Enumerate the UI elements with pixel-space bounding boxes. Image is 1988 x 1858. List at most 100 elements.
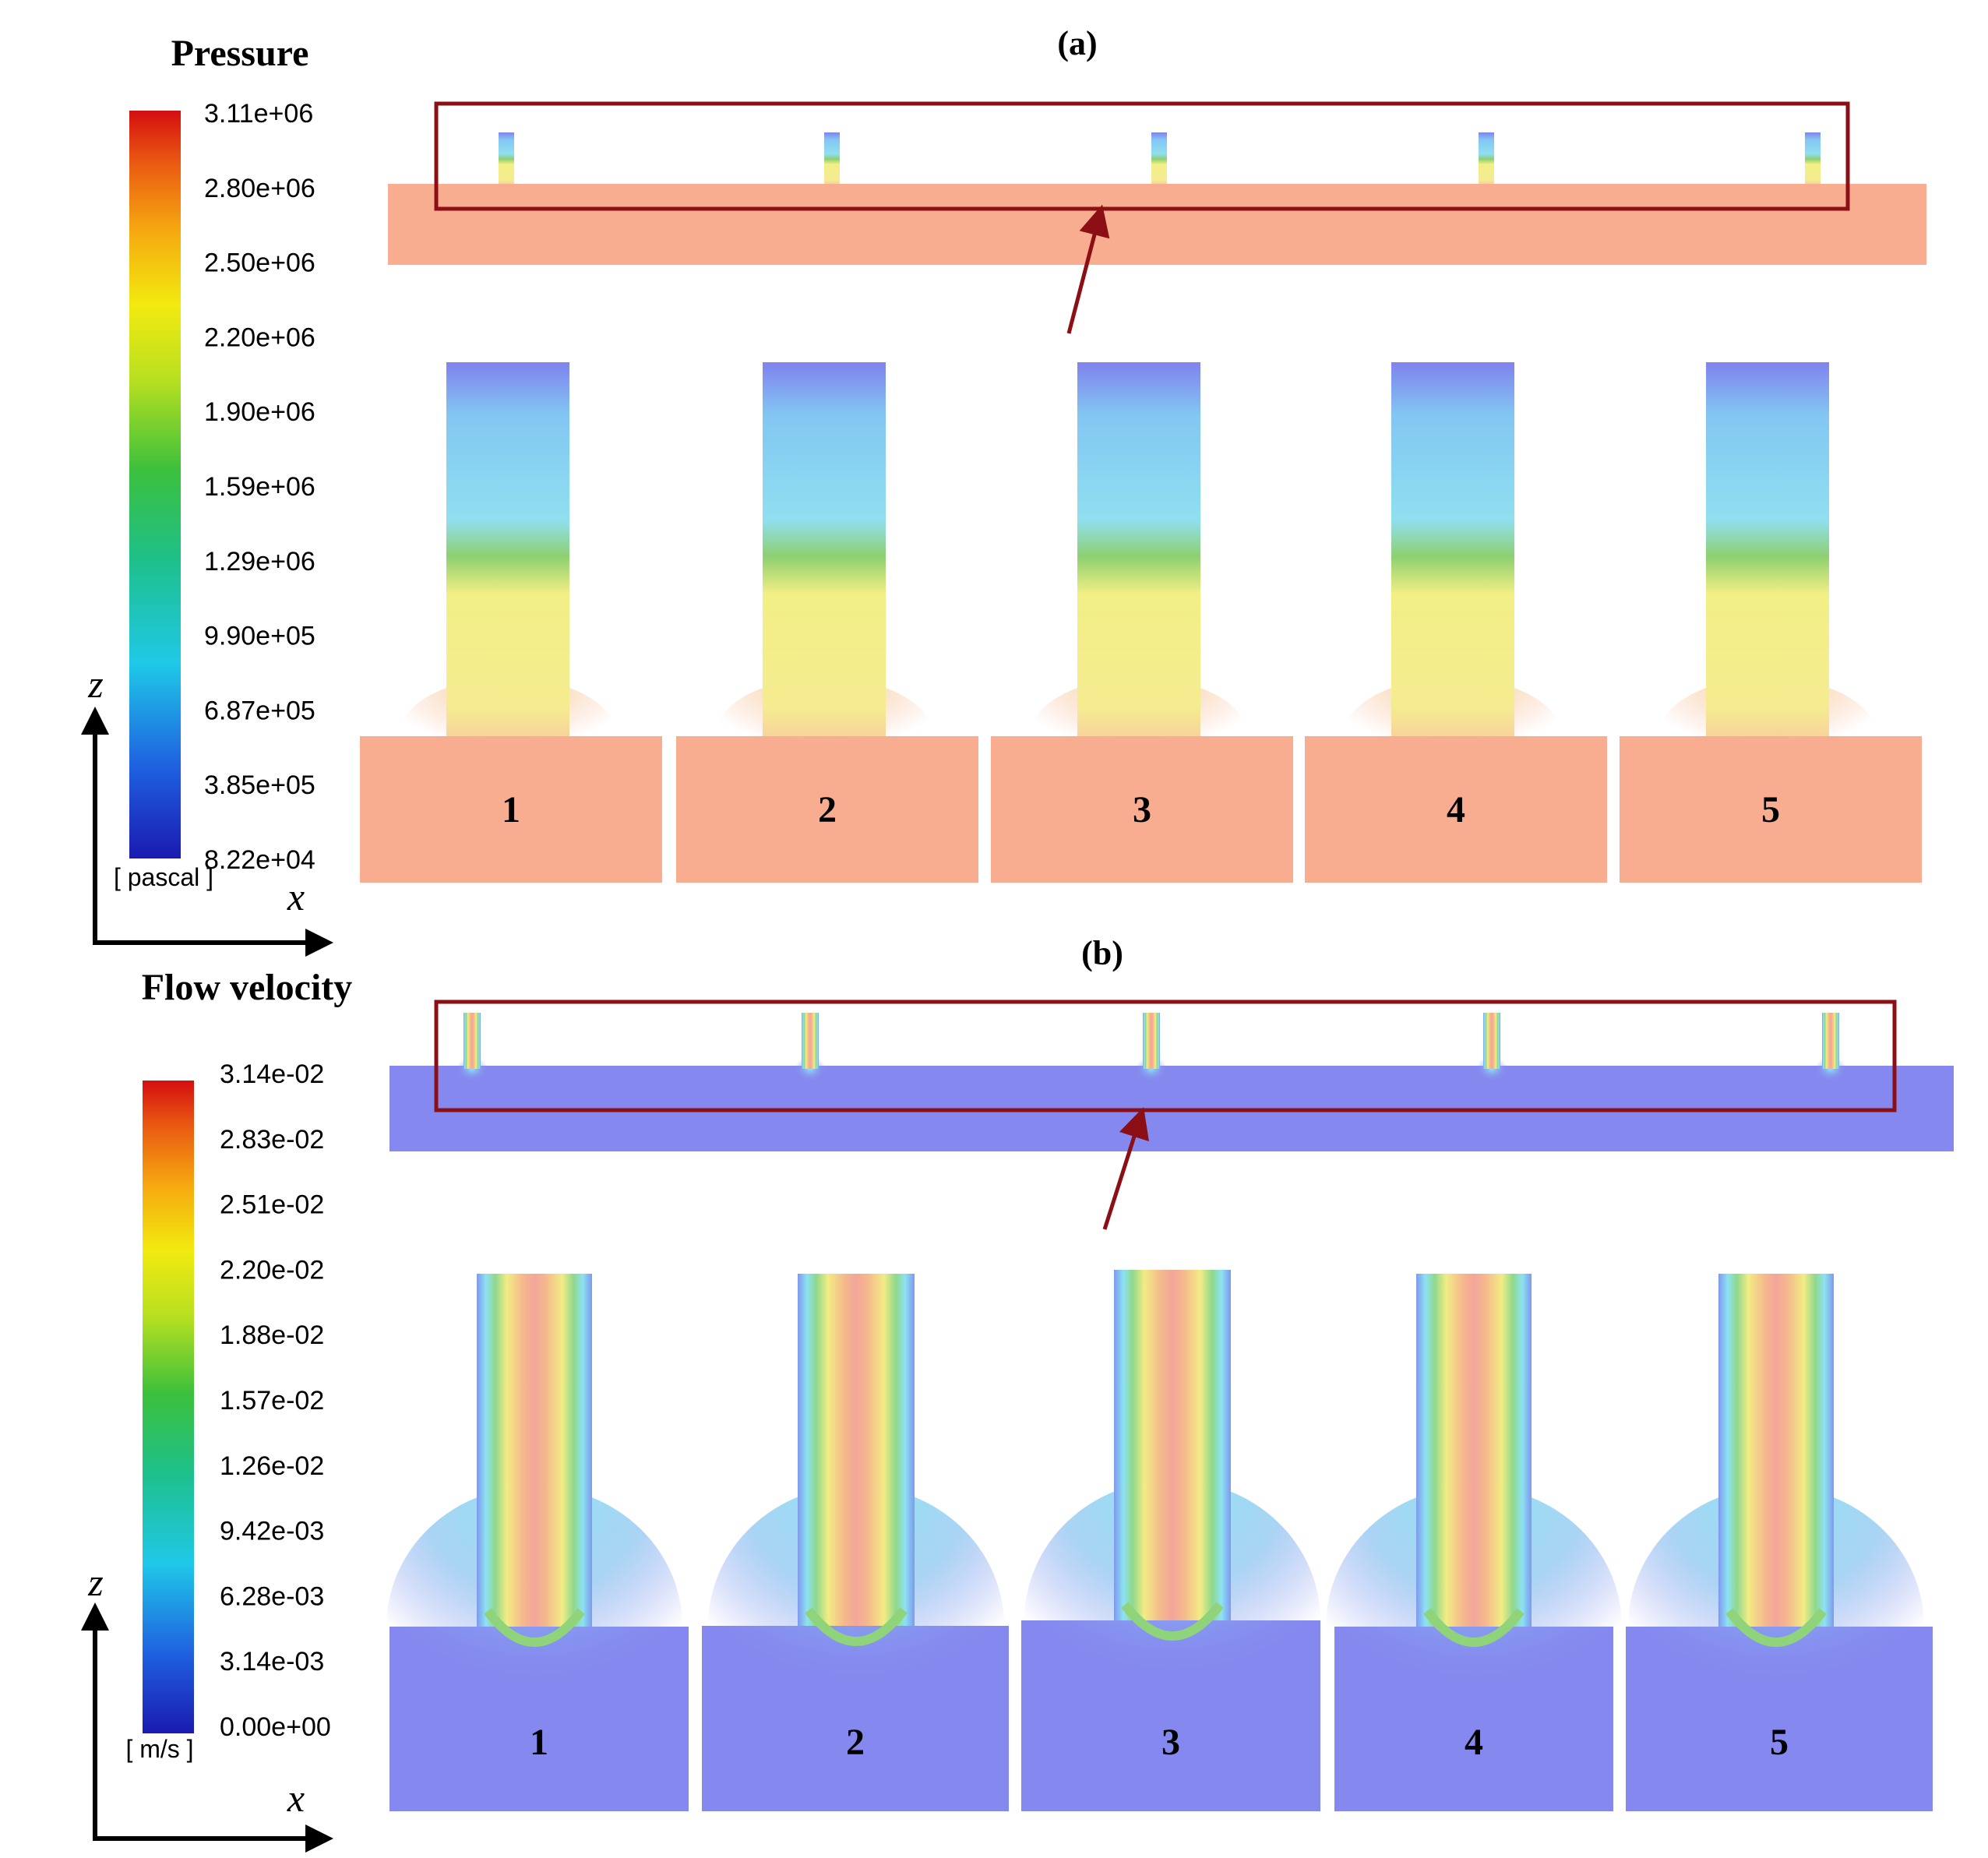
pressure-overview xyxy=(388,101,1926,334)
channel-number: 4 xyxy=(1447,789,1465,830)
tick-label: 1.26e-02 xyxy=(220,1451,324,1481)
velocity-channel-column xyxy=(798,1274,915,1626)
tick-label: 2.80e+06 xyxy=(204,174,315,203)
velocity-channel-4: 4 xyxy=(1326,1274,1622,1811)
tick-label: 3.14e-02 xyxy=(220,1059,324,1089)
tick-label: 3.85e+05 xyxy=(204,770,315,800)
tick-label: 2.50e+06 xyxy=(204,249,315,278)
tick-label: 1.29e+06 xyxy=(204,547,315,576)
z-axis-b-label: z xyxy=(87,1560,103,1604)
zoom-arrow-a xyxy=(1066,204,1110,334)
tick-label: 6.87e+05 xyxy=(204,696,315,725)
mini-channel-fill xyxy=(824,132,840,184)
channel-number: 5 xyxy=(1770,1722,1789,1763)
pressure-channel-2: 2 xyxy=(676,362,978,883)
pressure-channel-column xyxy=(763,362,886,736)
velocity-outlet-arc xyxy=(1725,1608,1827,1647)
tick-label: 1.90e+06 xyxy=(204,397,315,427)
velocity-channel-column xyxy=(1114,1270,1231,1620)
mini-channel-fill xyxy=(1805,132,1821,184)
velocity-channel-column xyxy=(477,1274,592,1627)
tick-label: 8.22e+04 xyxy=(204,845,315,875)
pressure-channel-1: 1 xyxy=(360,362,662,883)
pressure-channel-column xyxy=(1077,362,1200,736)
mini-channel xyxy=(795,1013,826,1081)
mini-channel xyxy=(1136,1013,1167,1081)
mini-channel xyxy=(1479,132,1494,184)
panel-b: (b) Flow velocity 3.14e-02 2.83e-02 2.51e-… xyxy=(81,934,1954,1853)
velocity-outlet-arc xyxy=(1121,1602,1224,1641)
pressure-legend: Pressure 3.11e+06 2.80e+06 2.50e+06 2.20e+0… xyxy=(114,33,315,891)
pressure-overview-channels xyxy=(499,132,1821,184)
pressure-colorbar xyxy=(129,111,181,858)
velocity-tick-labels: 3.14e-02 2.83e-02 2.51e-02 2.20e-02 1.88e-02… xyxy=(220,1059,331,1742)
velocity-unit: [ m/s ] xyxy=(125,1735,193,1763)
z-axis-a-label: z xyxy=(87,662,103,706)
pressure-tick-labels: 3.11e+06 2.80e+06 2.50e+06 2.20e+06 1.90e+06… xyxy=(204,99,315,875)
mini-channel xyxy=(1805,132,1821,184)
mini-channel xyxy=(1815,1013,1846,1081)
tick-label: 1.88e-02 xyxy=(220,1320,324,1350)
pressure-channel-column xyxy=(446,362,569,736)
tick-label: 2.20e-02 xyxy=(220,1255,324,1285)
tick-label: 1.57e-02 xyxy=(220,1386,324,1416)
channel-number: 2 xyxy=(846,1722,865,1763)
channel-number: 2 xyxy=(818,789,837,830)
panel-a: (a) Pressure 3.11e+06 2.80e+06 2.50e+06 2.2… xyxy=(81,24,1926,957)
pressure-zoom-channels: 1 2 3 4 5 xyxy=(360,362,1922,883)
tick-label: 2.51e-02 xyxy=(220,1190,324,1220)
pressure-legend-title: Pressure xyxy=(171,33,309,74)
velocity-channel-3: 3 xyxy=(1021,1270,1320,1811)
mini-channel xyxy=(824,132,840,184)
tick-label: 3.14e-03 xyxy=(220,1647,324,1676)
velocity-zoom-channels: 1 2 3 4 5 xyxy=(386,1270,1933,1811)
mini-channel-fill xyxy=(1822,1013,1839,1069)
velocity-channel-column xyxy=(1416,1274,1532,1627)
pressure-channel-5: 5 xyxy=(1620,362,1922,883)
tick-label: 2.83e-02 xyxy=(220,1125,324,1155)
tick-label: 6.28e-03 xyxy=(220,1581,324,1611)
mini-channel-fill xyxy=(1483,1013,1500,1069)
channel-number: 3 xyxy=(1161,1722,1180,1763)
velocity-channel-column xyxy=(1718,1274,1834,1627)
mini-channel-fill xyxy=(802,1013,819,1069)
pressure-channel-column xyxy=(1391,362,1514,736)
x-axis-b-label: x xyxy=(287,1776,305,1820)
velocity-colorbar xyxy=(143,1081,194,1733)
axes-b: z x xyxy=(81,1560,333,1853)
velocity-legend-title: Flow velocity xyxy=(142,967,353,1008)
mini-channel xyxy=(1151,132,1167,184)
tick-label: 3.11e+06 xyxy=(204,99,313,129)
mini-channel-fill xyxy=(464,1013,481,1069)
tick-label: 0.00e+00 xyxy=(220,1712,331,1742)
pressure-channel-3: 3 xyxy=(991,362,1293,883)
velocity-channel-1: 1 xyxy=(386,1274,689,1811)
pressure-unit: [ pascal ] xyxy=(114,863,213,891)
mini-channel-fill xyxy=(499,132,514,184)
mini-channel-fill xyxy=(1143,1013,1160,1069)
channel-number: 1 xyxy=(530,1722,548,1763)
tick-label: 2.20e+06 xyxy=(204,323,315,352)
x-axis-a-label: x xyxy=(287,875,305,918)
mini-channel-fill xyxy=(1479,132,1494,184)
pressure-channel-column xyxy=(1706,362,1829,736)
velocity-outlet-arc xyxy=(1423,1608,1524,1647)
velocity-overview-channels xyxy=(456,1013,1846,1081)
velocity-outlet-arc xyxy=(484,1608,585,1647)
panel-b-label: (b) xyxy=(1081,934,1123,972)
pressure-overview-bulk xyxy=(388,184,1926,265)
mini-channel-fill xyxy=(1151,132,1167,184)
pressure-channel-4: 4 xyxy=(1305,362,1607,883)
channel-number: 3 xyxy=(1133,789,1151,830)
tick-label: 1.59e+06 xyxy=(204,472,315,502)
axes-a: z x xyxy=(81,662,333,957)
tick-label: 9.42e-03 xyxy=(220,1517,324,1546)
channel-number: 4 xyxy=(1465,1722,1483,1763)
zoom-box-b xyxy=(434,1000,1897,1112)
velocity-legend: Flow velocity 3.14e-02 2.83e-02 2.51e-02 2.… xyxy=(125,967,352,1763)
panel-a-label: (a) xyxy=(1057,24,1097,62)
channel-number: 1 xyxy=(502,789,520,830)
velocity-channel-2: 2 xyxy=(702,1274,1009,1811)
mini-channel xyxy=(1476,1013,1507,1081)
